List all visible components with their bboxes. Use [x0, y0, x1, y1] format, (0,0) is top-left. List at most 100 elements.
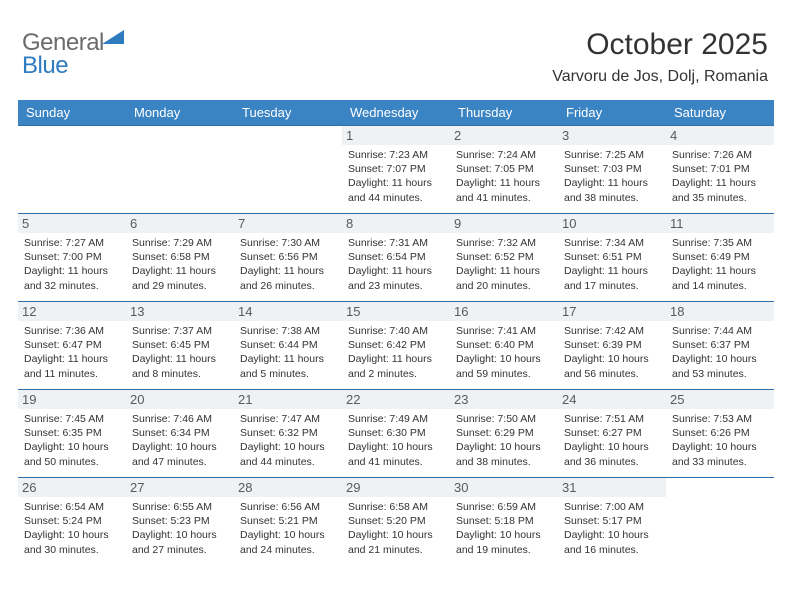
logo-triangle-icon — [102, 28, 124, 49]
calendar-head: Sunday Monday Tuesday Wednesday Thursday… — [18, 100, 774, 126]
day-number: 11 — [666, 214, 774, 233]
calendar-cell: 30 Sunrise: 6:59 AMSunset: 5:18 PMDayligh… — [450, 478, 558, 566]
sun-info: Sunrise: 7:30 AMSunset: 6:56 PMDaylight:… — [240, 236, 336, 293]
calendar-cell: 19 Sunrise: 7:45 AMSunset: 6:35 PMDayligh… — [18, 390, 126, 478]
sun-info: Sunrise: 7:23 AMSunset: 7:07 PMDaylight:… — [348, 148, 444, 205]
day-number: 9 — [450, 214, 558, 233]
day-number: 22 — [342, 390, 450, 409]
calendar-cell: 26 Sunrise: 6:54 AMSunset: 5:24 PMDayligh… — [18, 478, 126, 566]
sun-info: Sunrise: 7:44 AMSunset: 6:37 PMDaylight:… — [672, 324, 768, 381]
calendar-cell — [126, 126, 234, 214]
col-sat: Saturday — [666, 100, 774, 126]
calendar-cell — [666, 478, 774, 566]
day-number: 17 — [558, 302, 666, 321]
day-number: 12 — [18, 302, 126, 321]
sun-info: Sunrise: 6:54 AMSunset: 5:24 PMDaylight:… — [24, 500, 120, 557]
calendar-cell: 17 Sunrise: 7:42 AMSunset: 6:39 PMDayligh… — [558, 302, 666, 390]
day-number: 7 — [234, 214, 342, 233]
sun-info: Sunrise: 6:59 AMSunset: 5:18 PMDaylight:… — [456, 500, 552, 557]
day-number: 5 — [18, 214, 126, 233]
sun-info: Sunrise: 7:00 AMSunset: 5:17 PMDaylight:… — [564, 500, 660, 557]
calendar-cell: 20 Sunrise: 7:46 AMSunset: 6:34 PMDayligh… — [126, 390, 234, 478]
calendar-week: 5 Sunrise: 7:27 AMSunset: 7:00 PMDaylight… — [18, 214, 774, 302]
calendar-week: 1 Sunrise: 7:23 AMSunset: 7:07 PMDaylight… — [18, 126, 774, 214]
day-number: 26 — [18, 478, 126, 497]
col-tue: Tuesday — [234, 100, 342, 126]
calendar-page: General October 2025 Varvoru de Jos, Dol… — [0, 0, 792, 576]
calendar-cell — [18, 126, 126, 214]
calendar-cell: 8 Sunrise: 7:31 AMSunset: 6:54 PMDaylight… — [342, 214, 450, 302]
logo-word2: Blue — [22, 52, 68, 79]
day-number: 10 — [558, 214, 666, 233]
calendar-cell: 22 Sunrise: 7:49 AMSunset: 6:30 PMDayligh… — [342, 390, 450, 478]
sun-info: Sunrise: 7:27 AMSunset: 7:00 PMDaylight:… — [24, 236, 120, 293]
day-number: 8 — [342, 214, 450, 233]
calendar-cell: 12 Sunrise: 7:36 AMSunset: 6:47 PMDayligh… — [18, 302, 126, 390]
sun-info: Sunrise: 7:36 AMSunset: 6:47 PMDaylight:… — [24, 324, 120, 381]
day-number: 1 — [342, 126, 450, 145]
sun-info: Sunrise: 7:35 AMSunset: 6:49 PMDaylight:… — [672, 236, 768, 293]
day-number: 27 — [126, 478, 234, 497]
sun-info: Sunrise: 7:40 AMSunset: 6:42 PMDaylight:… — [348, 324, 444, 381]
day-number: 18 — [666, 302, 774, 321]
calendar-body: 1 Sunrise: 7:23 AMSunset: 7:07 PMDaylight… — [18, 126, 774, 566]
sun-info: Sunrise: 7:32 AMSunset: 6:52 PMDaylight:… — [456, 236, 552, 293]
day-number: 23 — [450, 390, 558, 409]
calendar-cell: 13 Sunrise: 7:37 AMSunset: 6:45 PMDayligh… — [126, 302, 234, 390]
calendar-cell: 23 Sunrise: 7:50 AMSunset: 6:29 PMDayligh… — [450, 390, 558, 478]
title-block: October 2025 Varvoru de Jos, Dolj, Roman… — [552, 28, 774, 86]
calendar-cell: 5 Sunrise: 7:27 AMSunset: 7:00 PMDaylight… — [18, 214, 126, 302]
sun-info: Sunrise: 6:55 AMSunset: 5:23 PMDaylight:… — [132, 500, 228, 557]
calendar-cell: 2Sunrise: 7:24 AMSunset: 7:05 PMDaylight… — [450, 126, 558, 214]
day-number: 25 — [666, 390, 774, 409]
calendar-cell: 25 Sunrise: 7:53 AMSunset: 6:26 PMDayligh… — [666, 390, 774, 478]
calendar-cell: 15 Sunrise: 7:40 AMSunset: 6:42 PMDayligh… — [342, 302, 450, 390]
sun-info: Sunrise: 7:53 AMSunset: 6:26 PMDaylight:… — [672, 412, 768, 469]
calendar-cell: 24 Sunrise: 7:51 AMSunset: 6:27 PMDayligh… — [558, 390, 666, 478]
calendar-cell: 31Sunrise: 7:00 AMSunset: 5:17 PMDayligh… — [558, 478, 666, 566]
calendar-cell: 10Sunrise: 7:34 AMSunset: 6:51 PMDayligh… — [558, 214, 666, 302]
calendar-cell: 4Sunrise: 7:26 AMSunset: 7:01 PMDaylight… — [666, 126, 774, 214]
calendar-table: Sunday Monday Tuesday Wednesday Thursday… — [18, 100, 774, 566]
calendar-cell: 27 Sunrise: 6:55 AMSunset: 5:23 PMDayligh… — [126, 478, 234, 566]
calendar-cell: 29 Sunrise: 6:58 AMSunset: 5:20 PMDayligh… — [342, 478, 450, 566]
calendar-cell: 16 Sunrise: 7:41 AMSunset: 6:40 PMDayligh… — [450, 302, 558, 390]
sun-info: Sunrise: 7:24 AMSunset: 7:05 PMDaylight:… — [456, 148, 552, 205]
sun-info: Sunrise: 7:46 AMSunset: 6:34 PMDaylight:… — [132, 412, 228, 469]
sun-info: Sunrise: 7:29 AMSunset: 6:58 PMDaylight:… — [132, 236, 228, 293]
sun-info: Sunrise: 7:41 AMSunset: 6:40 PMDaylight:… — [456, 324, 552, 381]
day-number: 15 — [342, 302, 450, 321]
location-label: Varvoru de Jos, Dolj, Romania — [552, 68, 768, 86]
calendar-cell: 18 Sunrise: 7:44 AMSunset: 6:37 PMDayligh… — [666, 302, 774, 390]
col-fri: Friday — [558, 100, 666, 126]
day-number: 6 — [126, 214, 234, 233]
calendar-cell: 14Sunrise: 7:38 AMSunset: 6:44 PMDayligh… — [234, 302, 342, 390]
sun-info: Sunrise: 7:31 AMSunset: 6:54 PMDaylight:… — [348, 236, 444, 293]
sun-info: Sunrise: 7:50 AMSunset: 6:29 PMDaylight:… — [456, 412, 552, 469]
sun-info: Sunrise: 6:58 AMSunset: 5:20 PMDaylight:… — [348, 500, 444, 557]
day-number: 19 — [18, 390, 126, 409]
calendar-cell: 28Sunrise: 6:56 AMSunset: 5:21 PMDayligh… — [234, 478, 342, 566]
day-number: 30 — [450, 478, 558, 497]
col-wed: Wednesday — [342, 100, 450, 126]
day-number: 4 — [666, 126, 774, 145]
sun-info: Sunrise: 7:45 AMSunset: 6:35 PMDaylight:… — [24, 412, 120, 469]
calendar-cell: 21Sunrise: 7:47 AMSunset: 6:32 PMDayligh… — [234, 390, 342, 478]
sun-info: Sunrise: 7:49 AMSunset: 6:30 PMDaylight:… — [348, 412, 444, 469]
sun-info: Sunrise: 7:37 AMSunset: 6:45 PMDaylight:… — [132, 324, 228, 381]
sun-info: Sunrise: 7:51 AMSunset: 6:27 PMDaylight:… — [564, 412, 660, 469]
calendar-week: 26 Sunrise: 6:54 AMSunset: 5:24 PMDayligh… — [18, 478, 774, 566]
month-title: October 2025 — [552, 28, 768, 62]
day-number: 20 — [126, 390, 234, 409]
sun-info: Sunrise: 7:42 AMSunset: 6:39 PMDaylight:… — [564, 324, 660, 381]
col-thu: Thursday — [450, 100, 558, 126]
day-number: 21 — [234, 390, 342, 409]
day-number: 29 — [342, 478, 450, 497]
sun-info: Sunrise: 7:25 AMSunset: 7:03 PMDaylight:… — [564, 148, 660, 205]
day-number: 13 — [126, 302, 234, 321]
day-number: 24 — [558, 390, 666, 409]
calendar-cell — [234, 126, 342, 214]
day-number: 16 — [450, 302, 558, 321]
calendar-cell: 9 Sunrise: 7:32 AMSunset: 6:52 PMDaylight… — [450, 214, 558, 302]
col-sun: Sunday — [18, 100, 126, 126]
